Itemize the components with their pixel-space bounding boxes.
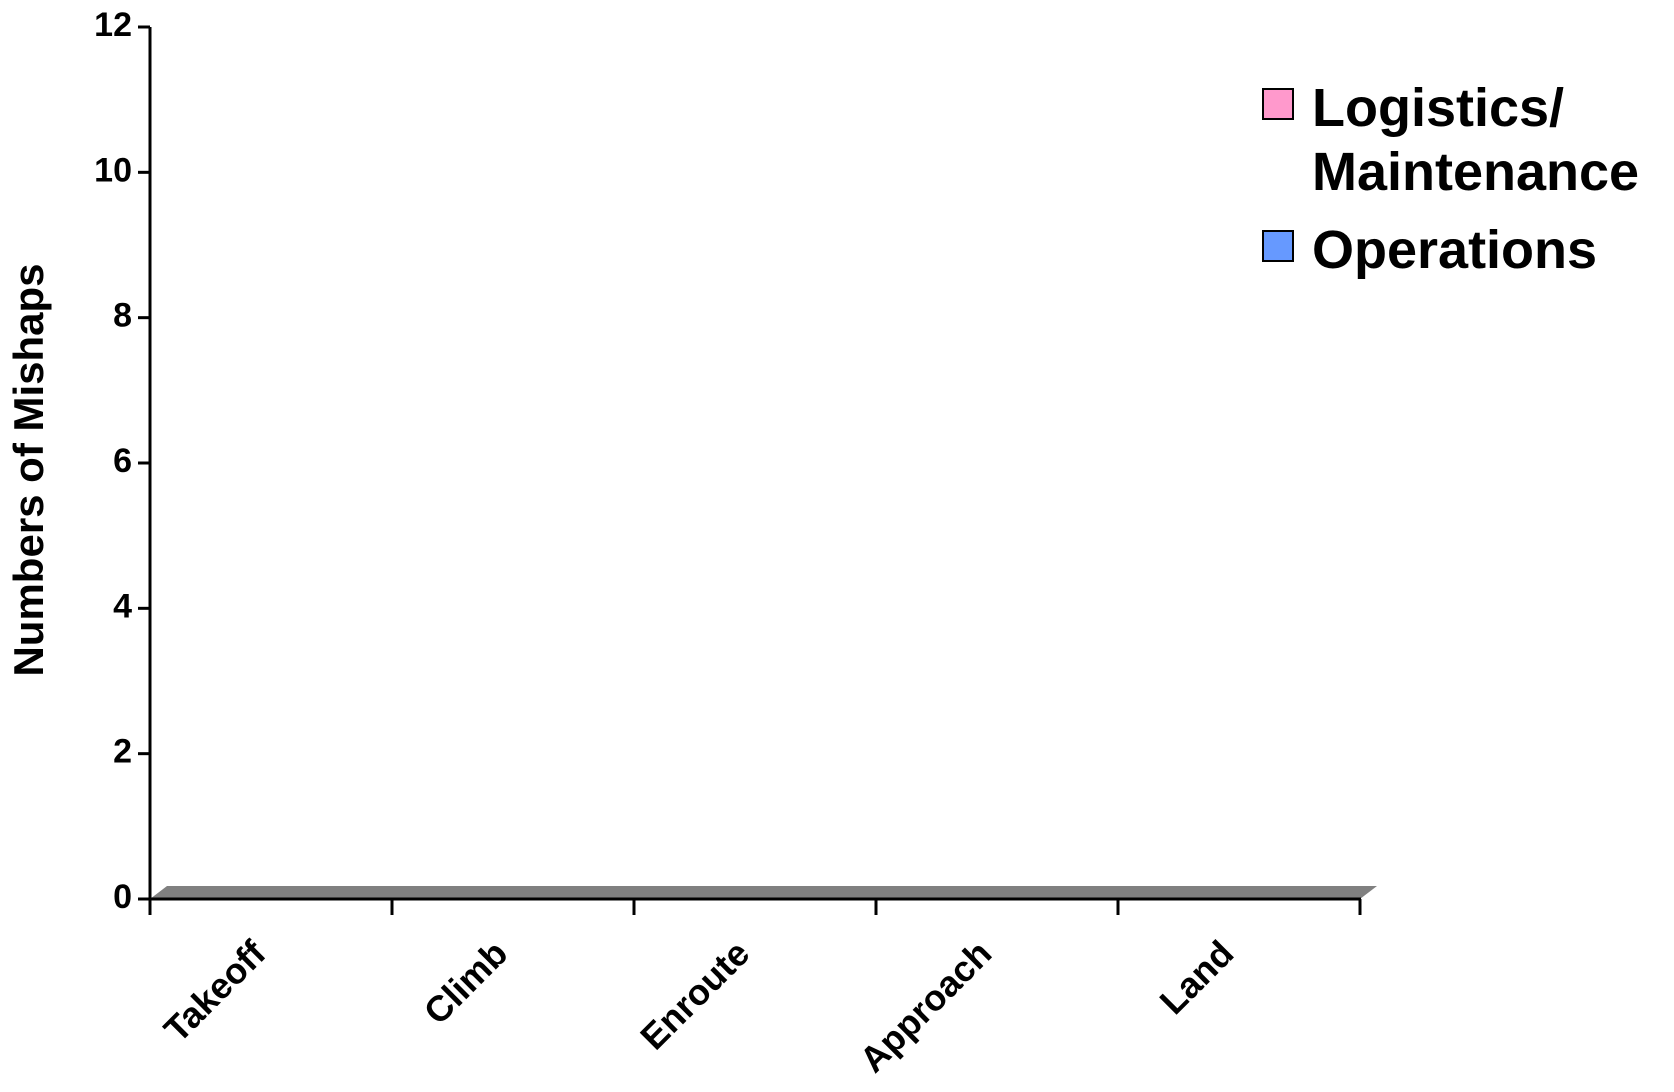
y-tick-label: 12 xyxy=(94,6,132,44)
x-tick-label: Takeoff xyxy=(156,932,274,1050)
y-tick-label: 8 xyxy=(113,297,132,335)
x-tick-label: Climb xyxy=(416,932,516,1032)
legend-item: Operations xyxy=(1262,218,1662,282)
y-tick-label: 0 xyxy=(113,878,132,916)
x-tick-label: Approach xyxy=(852,932,1000,1080)
floor xyxy=(150,886,1377,899)
x-tick-label: Enroute xyxy=(632,932,757,1057)
y-tick-label: 6 xyxy=(113,442,132,480)
legend: Logistics/ Maintenance Operations xyxy=(1262,76,1662,296)
legend-label: Logistics/ Maintenance xyxy=(1312,78,1640,202)
legend-swatch xyxy=(1262,230,1294,262)
legend-label: Operations xyxy=(1312,220,1598,280)
y-tick-label: 2 xyxy=(113,733,132,771)
y-tick-label: 4 xyxy=(113,587,132,625)
y-tick-label: 10 xyxy=(94,151,132,189)
legend-swatch xyxy=(1262,88,1294,120)
x-tick-label: Land xyxy=(1152,932,1242,1022)
y-axis-label: Numbers of Mishaps xyxy=(5,263,52,676)
legend-item: Logistics/ Maintenance xyxy=(1262,76,1662,204)
